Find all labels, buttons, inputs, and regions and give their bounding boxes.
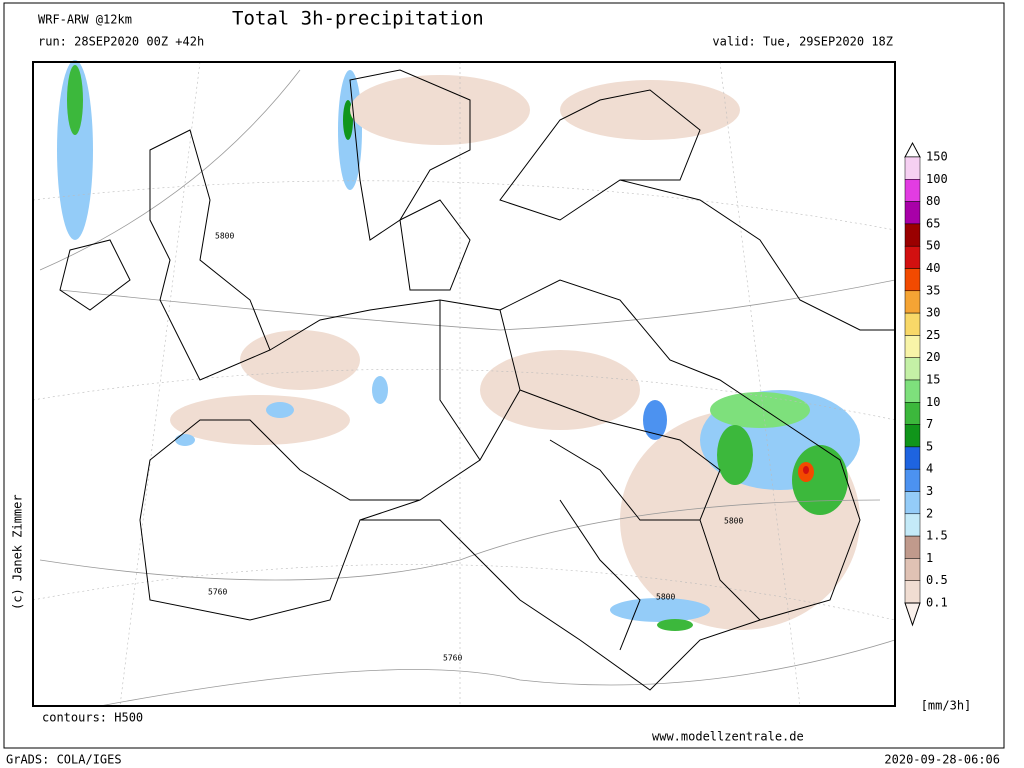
colorbar-label: 1 [926,551,933,565]
run-label: run: 28SEP2020 00Z +42h [38,35,204,49]
software: GrADS: COLA/IGES [6,753,122,767]
colorbar-label: 65 [926,216,940,230]
colorbar-segment [904,312,921,336]
colorbar-label: 30 [926,306,940,320]
contours-note: contours: H500 [42,711,143,725]
colorbar-segment [904,446,921,470]
h500-contours [39,69,896,707]
contour-labels: 5800 5800 5800 5760 5760 [208,232,743,663]
colorbar-label: 25 [926,328,940,342]
colorbar-segment [904,335,921,358]
colorbar-label: 1.5 [926,529,948,543]
colorbar-label: 3 [926,484,933,498]
colorbar-segment [904,156,921,180]
colorbar-label: 5 [926,439,933,453]
timestamp: 2020-09-28-06:06 [884,753,1000,767]
colorbar-segment [904,245,921,269]
colorbar-label: 80 [926,194,940,208]
colorbar-segment [904,402,921,425]
unit-label: [mm/3h] [921,699,972,713]
contour-label: 5800 [724,517,743,526]
colorbar-bottom [904,602,921,627]
colorbar-segment [904,535,921,559]
colorbar-segment [904,513,921,537]
colorbar-label: 0.1 [926,596,948,610]
colorbar-top [904,141,921,158]
colorbar-label: 35 [926,283,940,297]
colorbar-label: 15 [926,373,940,387]
map-frame [32,61,896,707]
colorbar-segment [904,491,921,515]
colorbar-segment [904,268,921,292]
contour-label: 5760 [443,654,462,663]
colorbar-segment [904,290,921,314]
colorbar-segment [904,223,921,247]
colorbar-segment [904,179,921,202]
outer-frame [3,2,1005,749]
colorbar-label: 100 [926,172,948,186]
colorbar-segment [904,468,921,492]
colorbar-label: 0.5 [926,573,948,587]
model-label: WRF-ARW @12km [38,13,132,27]
colorbar-segment [904,357,921,381]
colorbar-label: 150 [926,150,948,164]
colorbar-label: 4 [926,462,933,476]
valid-label: valid: Tue, 29SEP2020 18Z [712,35,893,49]
country-borders [59,69,895,691]
colorbar-label: 20 [926,350,940,364]
colorbar-segment [904,201,921,225]
grid-lines [32,61,896,707]
colorbar-label: 2 [926,506,933,520]
colorbar-label: 40 [926,261,940,275]
colorbar-segment [904,580,921,604]
contour-label: 5760 [208,588,227,597]
colorbar-label: 50 [926,239,940,253]
website: www.modellzentrale.de [652,730,804,744]
contour-label: 5800 [215,232,234,241]
title: Total 3h-precipitation [232,8,484,30]
contour-label: 5800 [656,593,675,602]
colorbar-label: 7 [926,417,933,431]
copyright: (c) Janek Zimmer [11,494,25,610]
precipitation [57,60,860,631]
colorbar: 150 100 80 65 50 40 35 30 25 20 15 10 7 5 4 3 2 1.5 1 0.5 0.… [904,141,948,627]
colorbar-segment [904,424,921,448]
colorbar-segment [904,379,921,403]
colorbar-label: 10 [926,395,940,409]
map: 5800 5800 5800 5760 5760 [32,60,896,707]
colorbar-segment [904,558,921,581]
